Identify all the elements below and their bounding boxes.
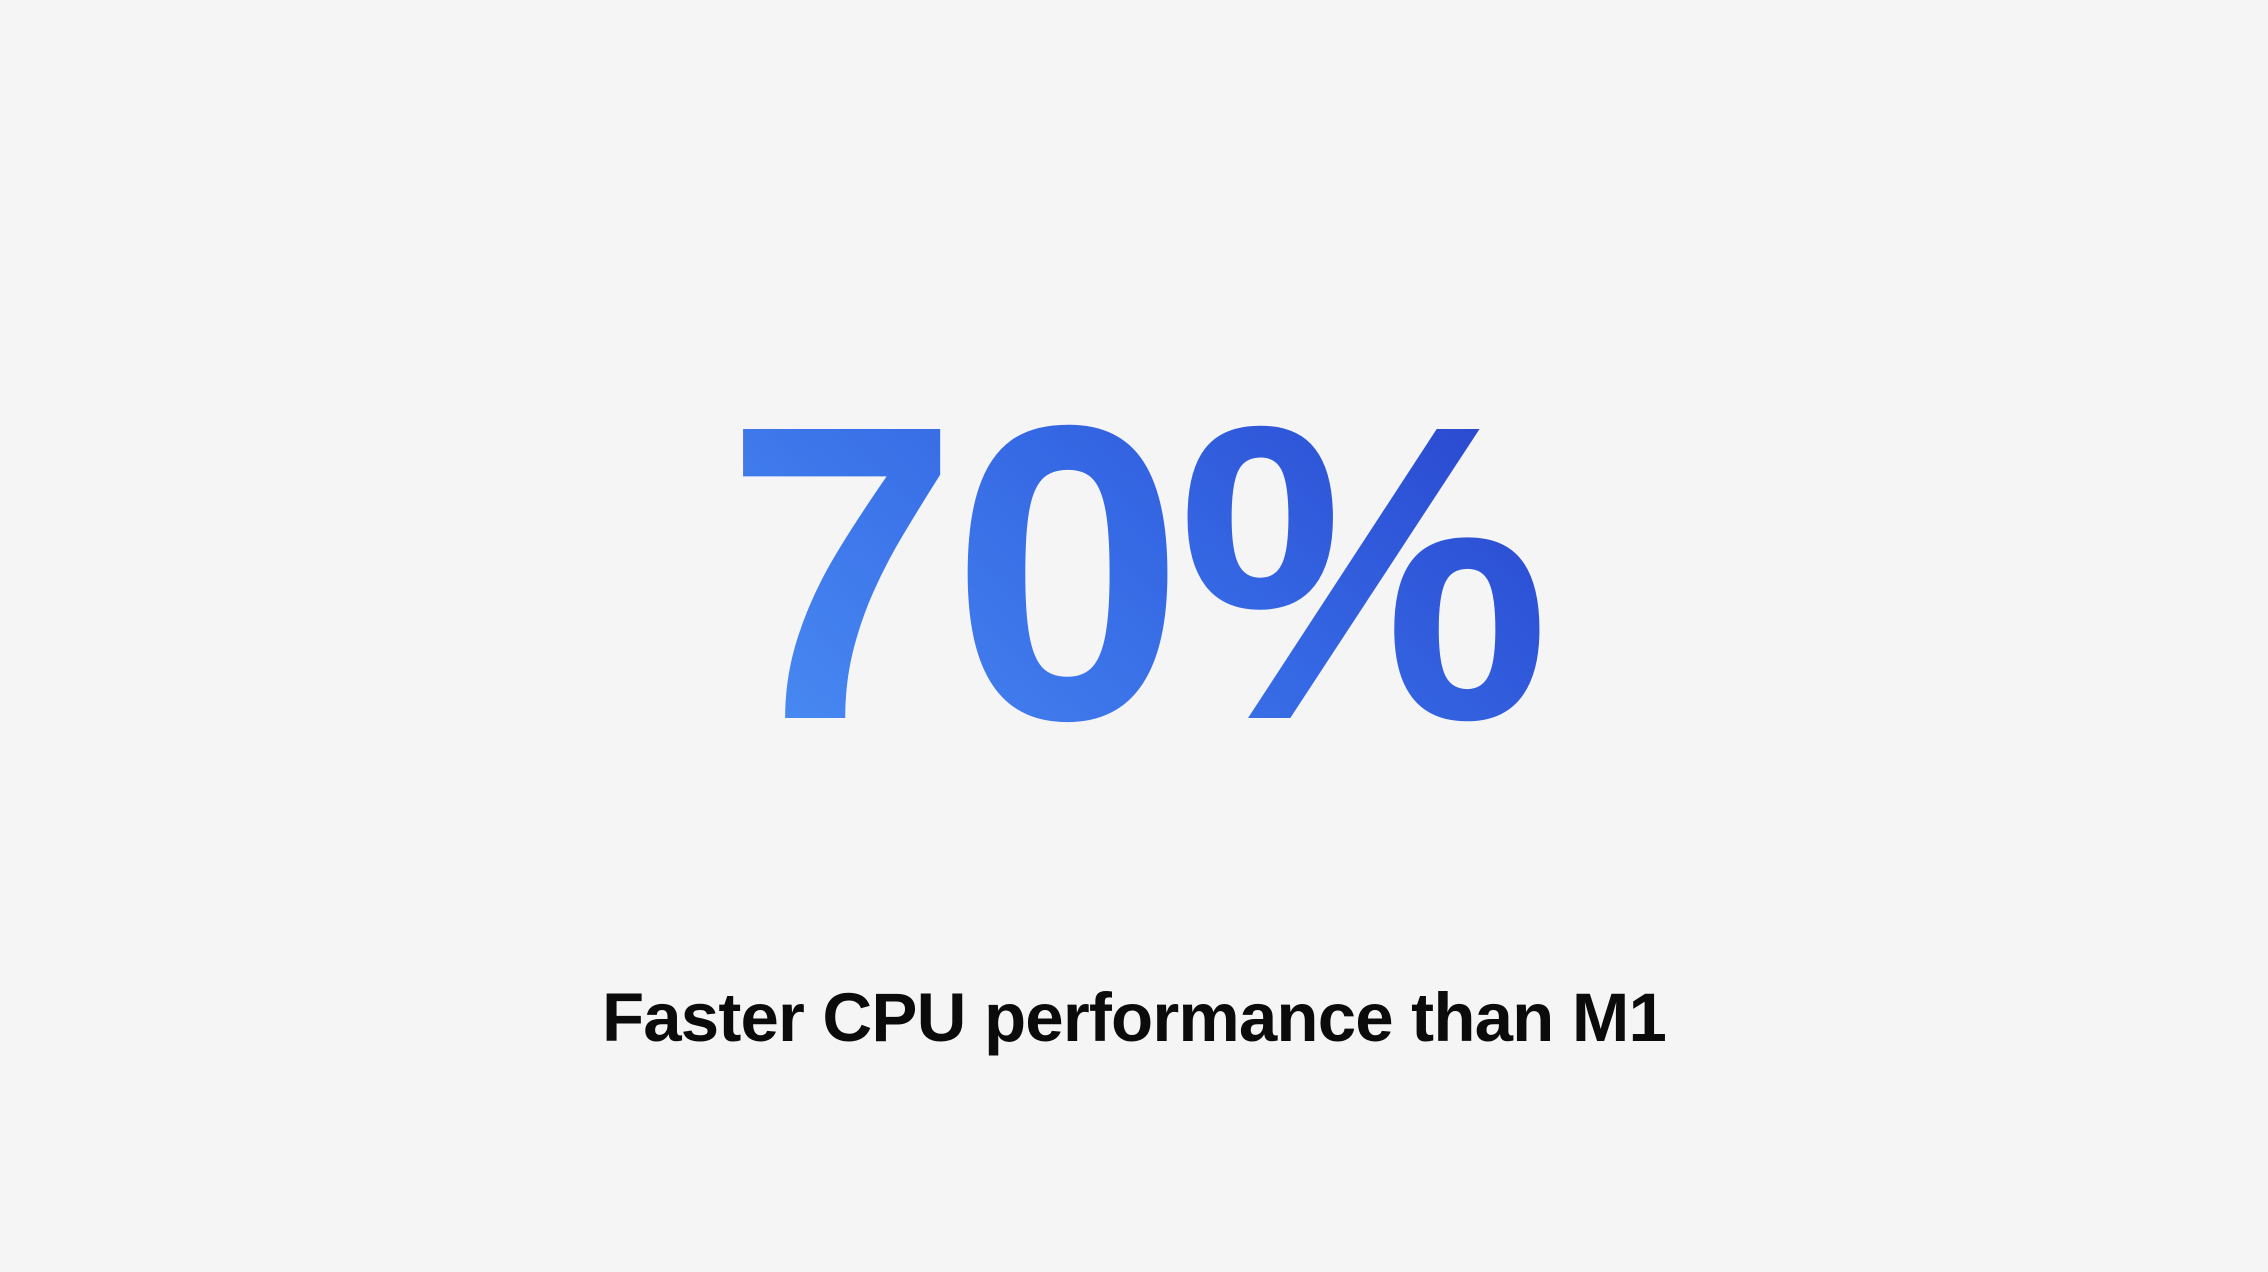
headline-metric-value: 70% [0, 364, 2268, 784]
metric-caption: Faster CPU performance than M1 [601, 979, 1667, 1056]
